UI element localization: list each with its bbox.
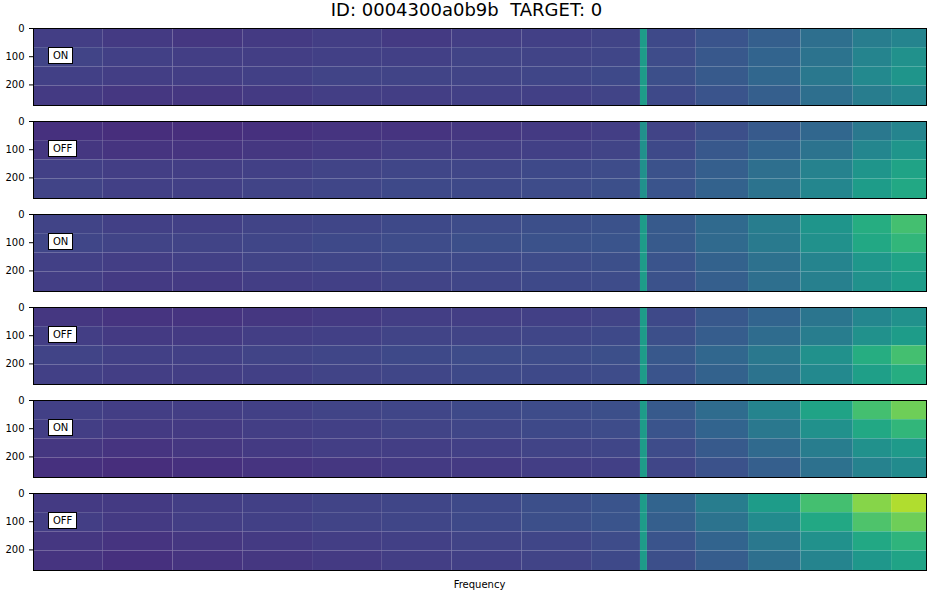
svg-text:0: 0	[18, 116, 24, 127]
svg-text:100: 100	[5, 330, 24, 341]
html-text:ID: 0004300a0b9b TARGET: 0: ID: 0004300a0b9b TARGET: 0	[330, 0, 603, 20]
svg-text:200: 200	[5, 544, 24, 555]
svg-text:0: 0	[18, 302, 24, 313]
svg-text:200: 200	[5, 451, 24, 462]
html-text:Frequency: Frequency	[453, 579, 506, 590]
svg-text:0: 0	[18, 23, 24, 34]
svg-text:0: 0	[18, 395, 24, 406]
html-text:ON: ON	[53, 236, 69, 247]
svg-text:100: 100	[5, 51, 24, 62]
svg-text:0: 0	[18, 209, 24, 220]
svg-text:100: 100	[5, 516, 24, 527]
svg-text:0: 0	[18, 488, 24, 499]
html-text:ON: ON	[53, 422, 69, 433]
html-text:OFF: OFF	[53, 329, 73, 340]
svg-text:200: 200	[5, 172, 24, 183]
svg-text:200: 200	[5, 265, 24, 276]
svg-text:100: 100	[5, 423, 24, 434]
svg-text:100: 100	[5, 237, 24, 248]
svg-text:200: 200	[5, 79, 24, 90]
html-text:OFF: OFF	[53, 515, 73, 526]
html-text:OFF: OFF	[53, 143, 73, 154]
svg-text:100: 100	[5, 144, 24, 155]
html-text:ON: ON	[53, 50, 69, 61]
svg-text:200: 200	[5, 358, 24, 369]
